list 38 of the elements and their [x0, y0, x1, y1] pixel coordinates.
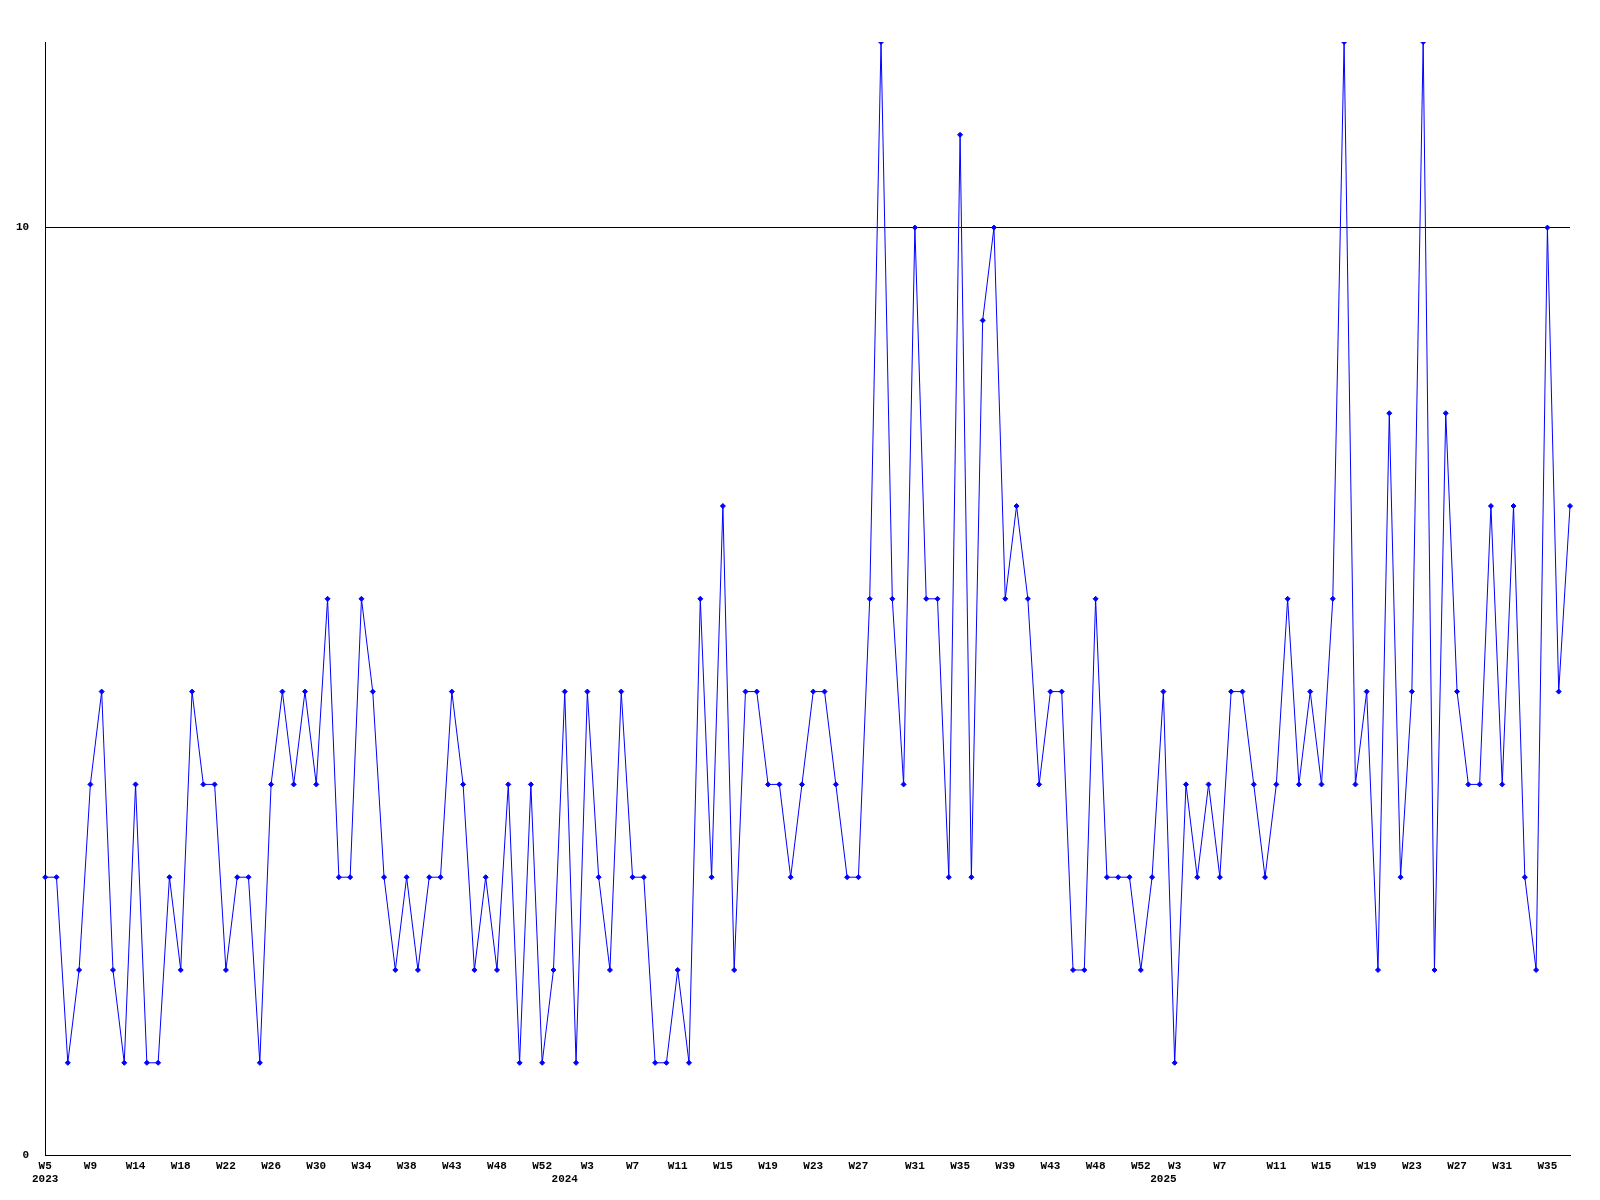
x-tick-label: W14: [125, 1159, 146, 1172]
x-tick-label: W30: [306, 1159, 327, 1172]
x-tick-label: W11: [1266, 1159, 1287, 1172]
x-tick-label: W15: [712, 1159, 734, 1172]
x-tick-label: W15: [1311, 1159, 1332, 1172]
x-tick-label: 2024: [551, 1173, 579, 1186]
x-tick-label: W48: [487, 1159, 508, 1172]
x-tick-label: W11: [667, 1159, 689, 1172]
x-tick-label: W39: [995, 1159, 1016, 1172]
x-tick-label: W18: [170, 1159, 192, 1172]
x-tick-label: W27: [1447, 1159, 1467, 1172]
x-tick-label: W31: [905, 1159, 926, 1172]
x-tick-label: W3: [580, 1159, 595, 1172]
x-tick-label: W52: [532, 1159, 553, 1172]
x-tick-label: W48: [1085, 1159, 1106, 1172]
x-tick-label: W3: [1168, 1159, 1182, 1172]
x-tick-label: W9: [83, 1159, 97, 1172]
x-tick-label: W38: [396, 1159, 417, 1172]
x-tick-label: W19: [758, 1159, 778, 1172]
x-tick-label: W22: [216, 1159, 236, 1172]
x-tick-label: W5 2023: [32, 1159, 59, 1186]
x-tick-label: W43: [441, 1159, 463, 1172]
x-tick-label: W35: [1537, 1159, 1558, 1172]
x-tick-label: W7: [625, 1159, 640, 1172]
x-tick-label: W23: [1401, 1159, 1423, 1172]
x-tick-label: W23: [803, 1159, 824, 1172]
x-tick-label: W27: [848, 1159, 869, 1172]
x-tick-label: W7: [1213, 1159, 1227, 1172]
y-tick-label: 0: [22, 1149, 30, 1162]
x-tick-label: W31: [1492, 1159, 1513, 1172]
x-tick-label: W19: [1356, 1159, 1377, 1172]
x-tick-label: 2025: [1150, 1173, 1177, 1186]
x-tick-label: W52: [1130, 1159, 1151, 1172]
x-tick-label: W34: [351, 1159, 372, 1172]
x-tick-label: W43: [1040, 1159, 1061, 1172]
y-tick-label: 10: [16, 221, 30, 234]
x-tick-label: W26: [261, 1159, 281, 1172]
x-tick-label: W35: [950, 1159, 971, 1172]
